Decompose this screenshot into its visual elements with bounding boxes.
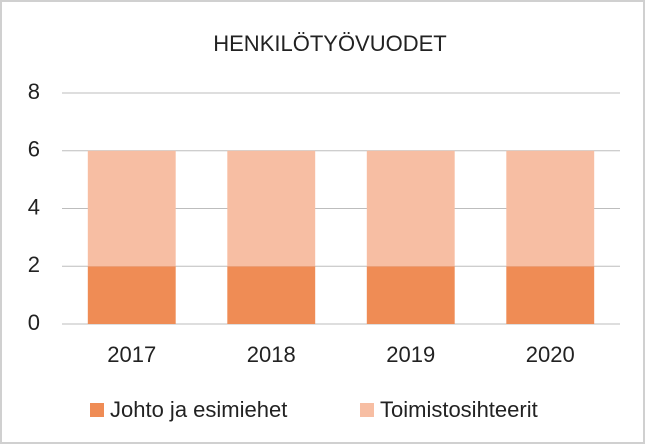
bar-segment: [87, 150, 176, 267]
bar-segment: [366, 266, 455, 324]
bar-segment: [227, 266, 316, 324]
x-tick-label: 2019: [386, 342, 435, 367]
legend-swatch: [90, 403, 104, 417]
legend-label: Toimistosihteerit: [380, 397, 538, 422]
y-tick-label: 6: [28, 137, 40, 162]
y-tick-label: 8: [28, 79, 40, 104]
x-tick-label: 2017: [107, 342, 156, 367]
bar-segment: [87, 266, 176, 324]
y-tick-label: 0: [28, 310, 40, 335]
y-tick-label: 4: [28, 194, 40, 219]
y-tick-label: 2: [28, 252, 40, 277]
x-tick-label: 2018: [247, 342, 296, 367]
bar-segment: [506, 150, 595, 267]
bar-segment: [366, 150, 455, 267]
chart-title: HENKILÖTYÖVUODET: [213, 31, 446, 56]
bar-segment: [227, 150, 316, 267]
x-tick-label: 2020: [526, 342, 575, 367]
legend-label: Johto ja esimiehet: [110, 397, 287, 422]
bar-segment: [506, 266, 595, 324]
legend-swatch: [360, 403, 374, 417]
